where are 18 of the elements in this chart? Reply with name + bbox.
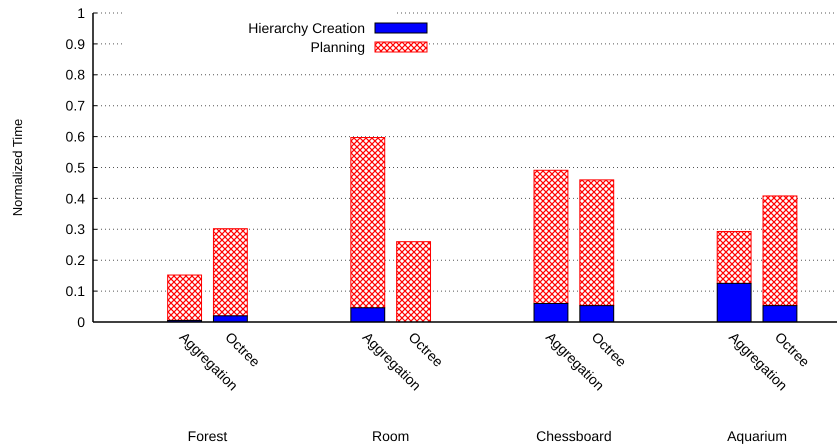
y-tick-label: 0.8 [66, 66, 86, 83]
y-axis-title: Normalized Time [10, 118, 25, 216]
y-tick-label: 0.7 [66, 98, 86, 114]
legend-label: Hierarchy Creation [248, 20, 365, 36]
y-tick-label: 0.9 [66, 36, 86, 52]
y-tick-label: 0.3 [66, 221, 86, 238]
text: Chessboard [536, 428, 612, 444]
y-tick-label: 0.6 [66, 128, 86, 144]
text: Aquarium [727, 428, 788, 444]
y-tick-label: 0.5 [66, 159, 86, 176]
text: Room [372, 428, 410, 444]
y-tick-label: 0.1 [66, 283, 86, 299]
y-tick-label: 0.2 [66, 252, 86, 268]
y-tick-label: 0 [77, 314, 86, 330]
text: Forest [188, 428, 228, 444]
y-tick-label: 1 [77, 4, 86, 21]
y-tick-label: 0.4 [66, 190, 86, 206]
legend-label: Planning [310, 38, 365, 55]
